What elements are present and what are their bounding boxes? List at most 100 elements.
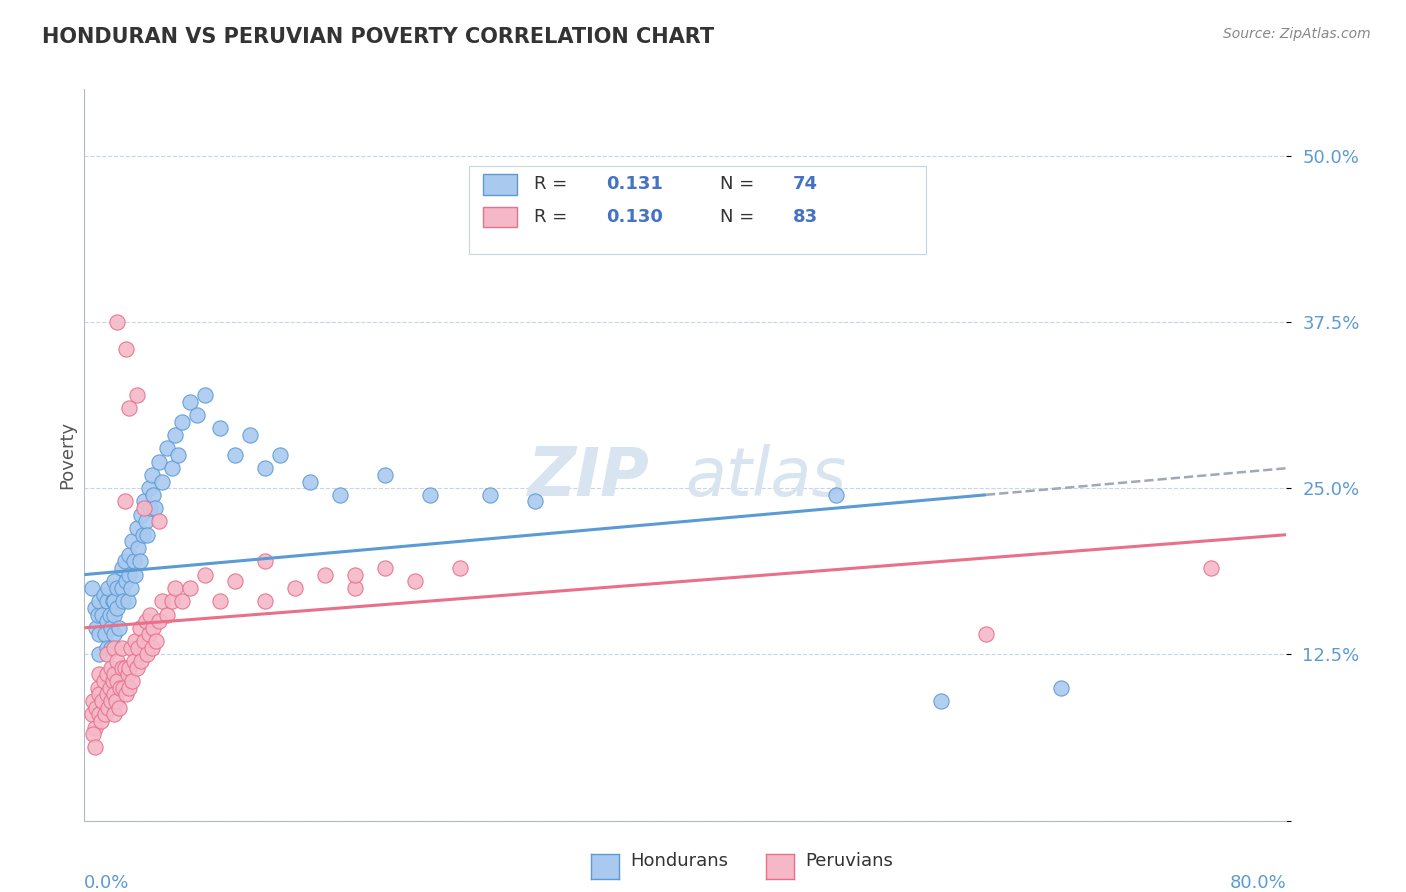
- Point: [152, 475, 174, 489]
- Point: [132, 527, 155, 541]
- Point: [115, 687, 138, 701]
- Point: [127, 640, 149, 655]
- Point: [127, 541, 149, 555]
- Point: [118, 681, 141, 695]
- Point: [419, 488, 441, 502]
- Point: [87, 681, 110, 695]
- Point: [112, 594, 135, 608]
- Point: [298, 475, 321, 489]
- Point: [112, 681, 135, 695]
- Point: [117, 594, 139, 608]
- Point: [135, 515, 157, 529]
- Point: [97, 581, 120, 595]
- Point: [83, 721, 105, 735]
- Text: R =: R =: [534, 176, 574, 194]
- Point: [121, 534, 143, 549]
- Text: 0.131: 0.131: [606, 176, 664, 194]
- Point: [166, 448, 188, 462]
- Point: [170, 594, 193, 608]
- Point: [1201, 561, 1223, 575]
- Point: [104, 694, 127, 708]
- Point: [107, 315, 129, 329]
- Point: [125, 661, 148, 675]
- Point: [103, 627, 125, 641]
- Point: [134, 634, 156, 648]
- Point: [103, 607, 125, 622]
- Point: [329, 488, 352, 502]
- Point: [115, 342, 138, 356]
- Point: [118, 548, 141, 562]
- Point: [98, 681, 121, 695]
- Point: [122, 654, 145, 668]
- Point: [253, 554, 276, 568]
- Point: [89, 648, 111, 662]
- Text: 74: 74: [793, 176, 817, 194]
- Point: [96, 640, 118, 655]
- Point: [284, 581, 307, 595]
- Text: 0.130: 0.130: [606, 208, 664, 227]
- Point: [179, 394, 201, 409]
- Point: [103, 574, 125, 589]
- Point: [100, 694, 122, 708]
- Point: [124, 634, 146, 648]
- Point: [101, 673, 124, 688]
- Point: [148, 614, 170, 628]
- Point: [179, 581, 201, 595]
- Point: [374, 467, 396, 482]
- Point: [89, 594, 111, 608]
- Point: [343, 581, 366, 595]
- Point: [107, 673, 129, 688]
- Point: [239, 428, 262, 442]
- Point: [96, 614, 118, 628]
- Point: [82, 694, 104, 708]
- Point: [114, 554, 136, 568]
- Text: 83: 83: [793, 208, 817, 227]
- Y-axis label: Poverty: Poverty: [58, 421, 76, 489]
- Point: [83, 740, 105, 755]
- Point: [111, 661, 134, 675]
- Text: R =: R =: [534, 208, 574, 227]
- Point: [91, 694, 114, 708]
- Point: [114, 494, 136, 508]
- Point: [94, 707, 117, 722]
- Point: [89, 627, 111, 641]
- Point: [125, 388, 148, 402]
- Point: [118, 401, 141, 416]
- Bar: [484, 174, 517, 194]
- Point: [136, 527, 159, 541]
- Point: [449, 561, 471, 575]
- Point: [156, 442, 179, 456]
- Point: [141, 467, 163, 482]
- Point: [160, 461, 183, 475]
- Point: [208, 421, 231, 435]
- Point: [118, 661, 141, 675]
- Point: [121, 673, 143, 688]
- Point: [97, 700, 120, 714]
- Point: [143, 501, 166, 516]
- Point: [134, 494, 156, 508]
- Point: [93, 673, 115, 688]
- Point: [83, 600, 105, 615]
- Point: [404, 574, 426, 589]
- Point: [131, 508, 153, 522]
- Point: [103, 687, 125, 701]
- Text: HONDURAN VS PERUVIAN POVERTY CORRELATION CHART: HONDURAN VS PERUVIAN POVERTY CORRELATION…: [42, 27, 714, 46]
- Point: [80, 581, 103, 595]
- Point: [115, 574, 138, 589]
- FancyBboxPatch shape: [470, 166, 927, 253]
- Text: N =: N =: [720, 208, 761, 227]
- Point: [101, 594, 124, 608]
- Point: [94, 627, 117, 641]
- Point: [120, 581, 142, 595]
- Point: [194, 388, 217, 402]
- Point: [107, 581, 129, 595]
- Point: [103, 667, 125, 681]
- Point: [111, 561, 134, 575]
- Point: [100, 640, 122, 655]
- Point: [142, 621, 165, 635]
- Point: [107, 654, 129, 668]
- Point: [89, 687, 111, 701]
- Point: [208, 594, 231, 608]
- Point: [374, 561, 396, 575]
- Point: [103, 594, 125, 608]
